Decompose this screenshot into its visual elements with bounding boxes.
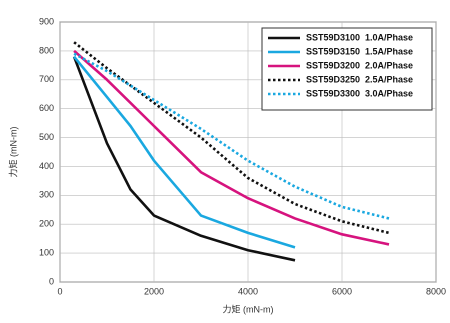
y-tick-label: 600 <box>39 103 54 113</box>
series-line <box>73 52 390 220</box>
y-tick-label: 400 <box>39 161 54 171</box>
x-tick-label: 0 <box>57 286 62 296</box>
x-axis-label: 力矩 (mN-m) <box>223 303 274 314</box>
legend-label: SST59D3200 2.0A/Phase <box>306 60 413 70</box>
y-tick-label: 200 <box>39 219 54 229</box>
y-tick-label: 700 <box>39 74 54 84</box>
x-tick-label: 4000 <box>238 286 258 296</box>
legend: SST59D3100 1.0A/Phase SST59D3150 1.5A/Pha… <box>261 27 433 111</box>
legend-label: SST59D3150 1.5A/Phase <box>306 46 413 56</box>
legend-label: SST59D3100 1.0A/Phase <box>306 32 413 42</box>
y-tick-label: 800 <box>39 45 54 55</box>
y-tick-label: 100 <box>39 247 54 257</box>
x-tick-label: 2000 <box>144 286 164 296</box>
legend-label: SST59D3300 3.0A/Phase <box>306 88 413 98</box>
y-tick-label: 300 <box>39 190 54 200</box>
series-line <box>72 56 296 262</box>
y-tick-label: 500 <box>39 132 54 142</box>
y-tick-label: 0 <box>49 276 54 286</box>
x-tick-label: 8000 <box>426 286 446 296</box>
legend-box <box>261 27 433 111</box>
x-tick-label: 6000 <box>332 286 352 296</box>
y-tick-label: 900 <box>39 16 54 26</box>
series-line <box>73 55 296 249</box>
y-axis-label: 力矩 (mN-m) <box>7 127 18 178</box>
series-line <box>73 41 390 235</box>
legend-label: SST59D3250 2.5A/Phase <box>306 74 413 84</box>
series-line <box>73 49 390 246</box>
